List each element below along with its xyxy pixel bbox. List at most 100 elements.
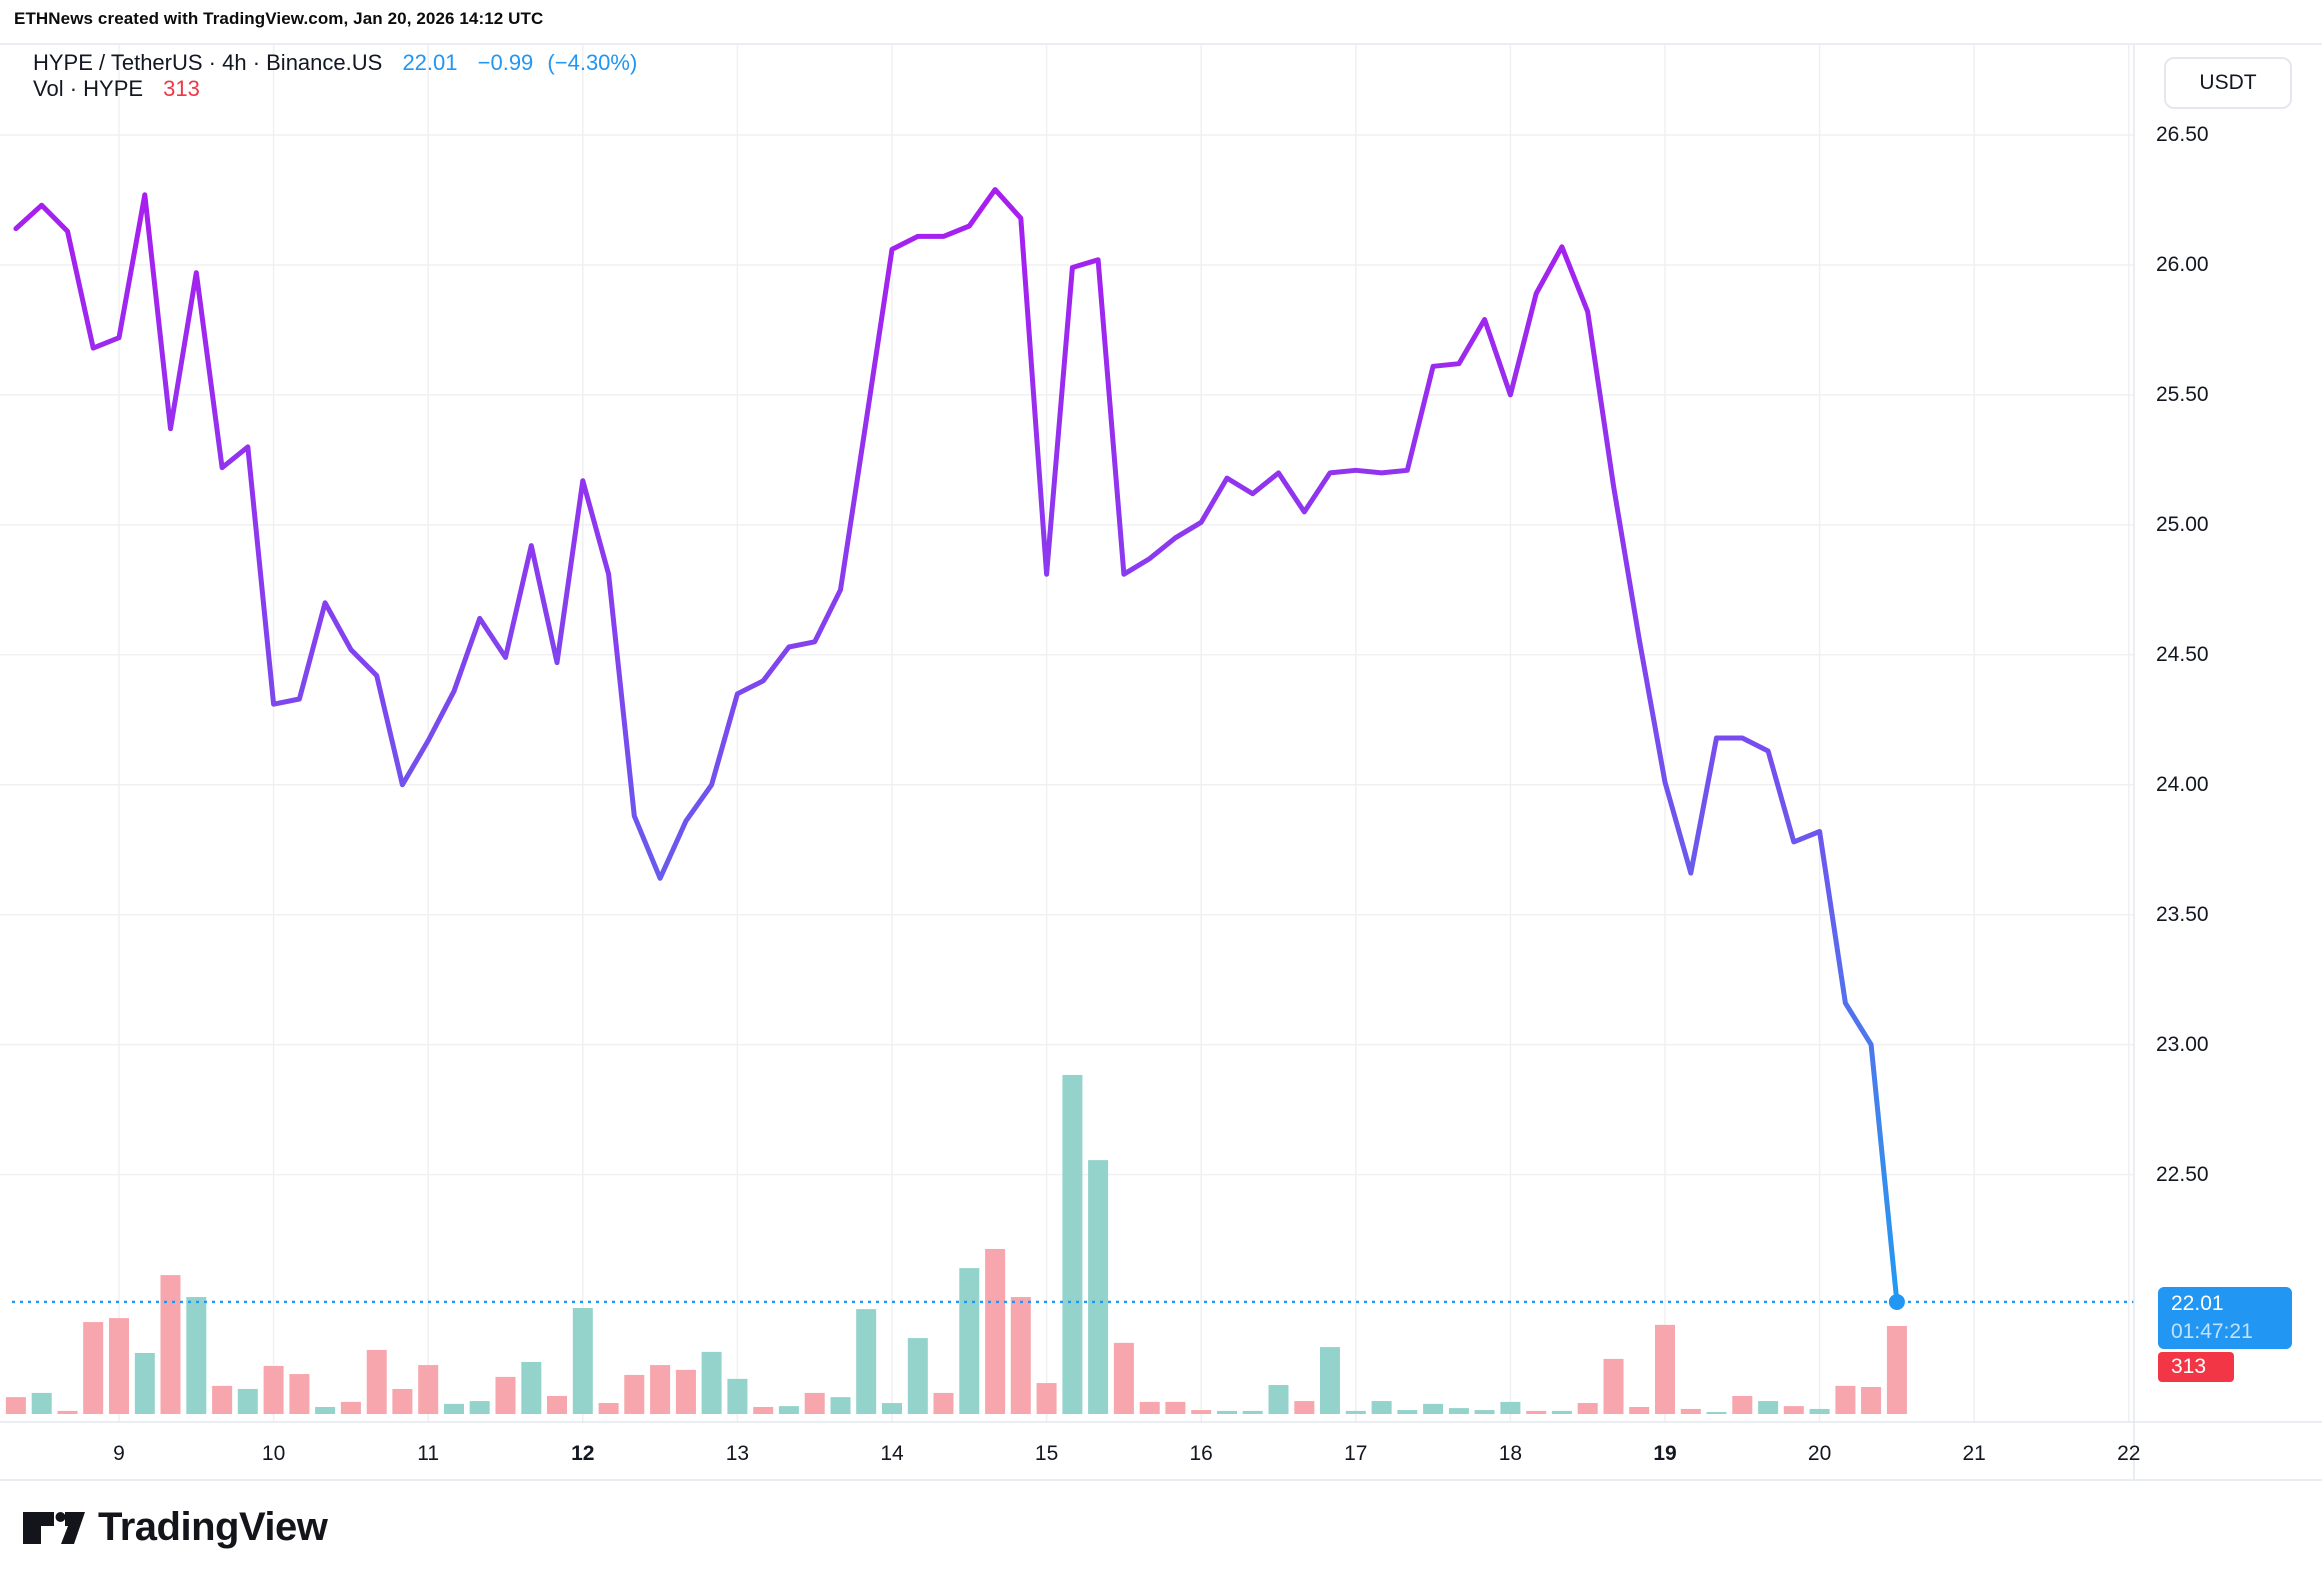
volume-bar [57, 1410, 78, 1414]
volume-bar [521, 1361, 542, 1414]
currency-unit-button[interactable]: USDT [2164, 57, 2292, 109]
volume-bar [1423, 1403, 1444, 1414]
tradingview-logo-icon [23, 1511, 85, 1544]
volume-bar [31, 1392, 52, 1414]
last-price-dot [1888, 1293, 1905, 1310]
price-tick-label: 25.50 [2156, 382, 2209, 406]
volume-bar [1242, 1410, 1263, 1414]
volume-bar [315, 1406, 336, 1414]
symbol-title[interactable]: HYPE / TetherUS · 4h · Binance.US [33, 50, 383, 75]
volume-bar [469, 1401, 490, 1414]
volume-bar [1629, 1406, 1650, 1414]
volume-bar [1603, 1358, 1624, 1414]
volume-bar [1113, 1342, 1134, 1414]
volume-bar [1526, 1410, 1547, 1414]
volume-bar [675, 1369, 696, 1414]
last-price-axis-label: 22.01 01:47:21 [2158, 1287, 2292, 1349]
time-tick-label: 16 [1189, 1442, 1213, 1465]
price-change-percent: (−4.30%) [547, 50, 638, 75]
price-tick-label: 23.00 [2156, 1032, 2209, 1056]
volume-bar [572, 1308, 593, 1414]
volume-bar [882, 1403, 902, 1414]
attribution-text: ETHNews created with TradingView.com, Ja… [14, 9, 544, 28]
price-tick-label: 26.00 [2156, 252, 2209, 276]
time-tick-label: 10 [261, 1442, 286, 1465]
volume-bar [418, 1365, 439, 1414]
volume-bar [1319, 1347, 1340, 1414]
volume-bar [546, 1396, 567, 1414]
time-tick-label: 9 [113, 1442, 125, 1465]
volume-bar [1551, 1410, 1572, 1414]
volume-bar [83, 1322, 104, 1414]
volume-bar [1165, 1401, 1186, 1414]
tradingview-logo[interactable]: TradingView [23, 1505, 328, 1550]
price-tick-label: 24.50 [2156, 642, 2209, 666]
last-price-axis-value: 22.01 [2171, 1292, 2224, 1315]
volume-bar [495, 1376, 516, 1414]
volume-bar [1371, 1401, 1392, 1414]
volume-bar [444, 1403, 465, 1414]
volume-bar [650, 1365, 671, 1414]
volume-legend: Vol · HYPE 313 [33, 76, 200, 102]
volume-bar [1036, 1383, 1057, 1414]
price-tick-label: 22.50 [2156, 1162, 2209, 1186]
volume-bar [1783, 1406, 1804, 1414]
volume-bar [804, 1392, 825, 1414]
volume-bar [289, 1374, 310, 1414]
last-volume-axis-label: 313 [2158, 1352, 2234, 1382]
symbol-legend[interactable]: HYPE / TetherUS · 4h · Binance.US 22.01 … [33, 50, 637, 76]
volume-bar [366, 1349, 387, 1414]
price-tick-label: 24.00 [2156, 772, 2209, 796]
bar-countdown: 01:47:21 [2171, 1320, 2253, 1343]
volume-bar [1706, 1412, 1727, 1414]
volume-bar [1500, 1401, 1521, 1414]
price-line [13, 187, 1900, 1305]
price-change-value: −0.99 [477, 50, 534, 75]
volume-bar [1217, 1410, 1238, 1414]
volume-bar [1577, 1403, 1598, 1414]
time-tick-label: 21 [1962, 1442, 1986, 1465]
volume-bar [778, 1406, 799, 1414]
volume-bar [186, 1297, 207, 1414]
volume-bar [237, 1388, 258, 1414]
volume-bar [1886, 1326, 1907, 1414]
volume-bar [263, 1365, 284, 1414]
time-tick-label: 13 [725, 1442, 750, 1465]
time-tick-label: 20 [1807, 1442, 1832, 1465]
volume-bar [985, 1248, 1006, 1414]
volume-bar [959, 1268, 980, 1414]
volume-bar [1397, 1410, 1418, 1414]
volume-bar [134, 1352, 155, 1414]
time-tick-label: 14 [880, 1442, 904, 1465]
volume-bar [5, 1397, 26, 1414]
volume-bar [1088, 1160, 1109, 1414]
last-price-value: 22.01 [402, 50, 458, 75]
volume-bar [1139, 1401, 1160, 1414]
volume-bar [340, 1401, 361, 1414]
volume-legend-value: 313 [163, 76, 200, 101]
volume-bar [907, 1338, 928, 1414]
volume-bar [1861, 1387, 1882, 1414]
time-tick-label: 17 [1344, 1442, 1368, 1465]
volume-bar [830, 1397, 851, 1414]
price-tick-label: 25.00 [2156, 512, 2209, 536]
volume-bar [1680, 1408, 1701, 1414]
volume-bar [1732, 1396, 1753, 1414]
tradingview-logo-text: TradingView [98, 1505, 328, 1549]
volume-bar [392, 1388, 413, 1414]
volume-bar [598, 1403, 619, 1414]
price-tick-label: 23.50 [2156, 902, 2209, 926]
volume-bar [1345, 1410, 1366, 1414]
volume-bar [1010, 1297, 1031, 1414]
volume-bar [1448, 1408, 1469, 1414]
price-tick-label: 26.50 [2156, 123, 2209, 146]
volume-bar [1758, 1401, 1779, 1414]
time-tick-label: 19 [1653, 1442, 1677, 1465]
time-tick-label: 18 [1498, 1442, 1523, 1465]
volume-legend-label: Vol · HYPE [33, 76, 144, 101]
volume-bar [1268, 1385, 1289, 1414]
volume-bar [753, 1406, 774, 1414]
volume-bar [1809, 1408, 1830, 1414]
time-tick-label: 11 [417, 1442, 440, 1465]
